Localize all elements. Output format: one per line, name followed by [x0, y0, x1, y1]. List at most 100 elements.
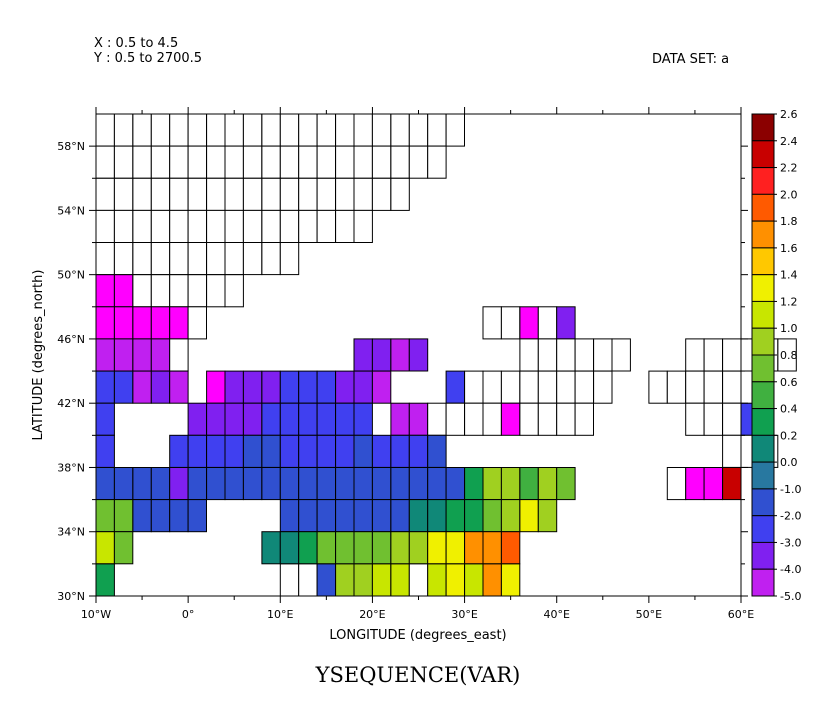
- colorbar-label: 2.0: [780, 188, 798, 201]
- colorbar-swatch: [751, 300, 775, 329]
- heatmap-cell: [390, 563, 410, 597]
- heatmap-cell: [427, 563, 447, 597]
- heatmap-cell: [371, 467, 392, 501]
- heatmap-cell: [427, 467, 447, 501]
- colorbar-label: 2.4: [780, 135, 798, 148]
- heatmap-cell: [242, 370, 263, 404]
- heatmap-cell: [169, 434, 189, 468]
- heatmap-cell: [113, 306, 134, 340]
- heatmap-cell: [464, 370, 484, 404]
- heatmap-cell: [408, 402, 429, 436]
- heatmap-cell: [298, 177, 318, 211]
- heatmap-cell: [95, 209, 115, 243]
- heatmap-cell: [206, 145, 226, 179]
- x-tick-label: 40°E: [543, 608, 569, 621]
- heatmap-cell: [537, 467, 558, 501]
- heatmap-cell: [206, 242, 226, 276]
- heatmap-cell: [427, 434, 447, 468]
- heatmap-cell: [95, 242, 115, 276]
- heatmap-cell: [298, 467, 318, 501]
- colorbar-label: 0.8: [780, 349, 798, 362]
- heatmap-cell: [316, 434, 337, 468]
- heatmap-cell: [150, 274, 171, 308]
- heatmap-cell: [666, 370, 687, 404]
- heatmap-cell: [113, 274, 134, 308]
- heatmap-cell: [242, 467, 263, 501]
- heatmap-cell: [279, 499, 300, 533]
- heatmap-cell: [703, 370, 723, 404]
- y-tick-label: 42°N: [57, 397, 85, 410]
- heatmap-cell: [132, 242, 152, 276]
- colorbar-swatch: [751, 193, 775, 222]
- colorbar-swatch: [751, 274, 775, 303]
- heatmap-cell: [519, 306, 539, 340]
- heatmap-cell: [224, 370, 244, 404]
- heatmap-cell: [132, 113, 152, 147]
- heatmap-cell: [169, 338, 189, 372]
- heatmap-cell: [279, 177, 300, 211]
- heatmap-cell: [537, 499, 558, 533]
- heatmap-cell: [500, 402, 521, 436]
- heatmap-cell: [574, 402, 594, 436]
- heatmap-cell: [408, 338, 429, 372]
- heatmap-cell: [150, 306, 171, 340]
- heatmap-cell: [482, 402, 502, 436]
- heatmap-cell: [113, 338, 134, 372]
- heatmap-cell: [298, 370, 318, 404]
- heatmap-cell: [95, 499, 115, 533]
- colorbar-swatch: [751, 488, 775, 517]
- heatmap-cell: [556, 402, 576, 436]
- heatmap-cell: [556, 467, 576, 501]
- heatmap-cell: [722, 402, 742, 436]
- heatmap-cell: [187, 434, 208, 468]
- heatmap-cell: [150, 145, 171, 179]
- heatmap-cell: [261, 467, 281, 501]
- heatmap-cell: [482, 370, 502, 404]
- heatmap-cell: [206, 434, 226, 468]
- heatmap-cell: [242, 113, 263, 147]
- heatmap-cell: [371, 434, 392, 468]
- heatmap-cell: [500, 499, 521, 533]
- heatmap-cell: [261, 531, 281, 565]
- heatmap-cell: [224, 274, 244, 308]
- heatmap-cell: [722, 434, 742, 468]
- heatmap-cell: [169, 209, 189, 243]
- heatmap-cell: [279, 467, 300, 501]
- heatmap-cell: [537, 306, 558, 340]
- heatmap-cell: [187, 467, 208, 501]
- heatmap-cell: [519, 402, 539, 436]
- heatmap-cell: [482, 531, 502, 565]
- heatmap-cell: [206, 370, 226, 404]
- heatmap-cell: [169, 306, 189, 340]
- colorbar-label: 1.0: [780, 322, 798, 335]
- heatmap-cell: [150, 209, 171, 243]
- heatmap-cell: [169, 370, 189, 404]
- heatmap-cell: [408, 467, 429, 501]
- heatmap-cell: [95, 467, 115, 501]
- heatmap-cell: [113, 177, 134, 211]
- heatmap-cell: [335, 402, 355, 436]
- heatmap-cell: [224, 467, 244, 501]
- heatmap-cell: [335, 145, 355, 179]
- heatmap-cell: [95, 306, 115, 340]
- heatmap-cell: [242, 145, 263, 179]
- heatmap-cell: [445, 402, 466, 436]
- heatmap-cell: [150, 338, 171, 372]
- heatmap-cell: [335, 499, 355, 533]
- heatmap-cell: [224, 402, 244, 436]
- heatmap-cell: [298, 434, 318, 468]
- heatmap-cell: [132, 338, 152, 372]
- heatmap-cell: [95, 370, 115, 404]
- heatmap-cell: [132, 177, 152, 211]
- colorbar-label: 2.2: [780, 162, 798, 175]
- heatmap-cell: [445, 531, 466, 565]
- heatmap-cell: [242, 402, 263, 436]
- chart-title: YSEQUENCE(VAR): [315, 663, 521, 687]
- heatmap-cell: [353, 531, 373, 565]
- heatmap-cell: [132, 370, 152, 404]
- heatmap-cell: [316, 563, 337, 597]
- heatmap-cell: [408, 531, 429, 565]
- heatmap-cell: [132, 467, 152, 501]
- heatmap-cell: [95, 145, 115, 179]
- heatmap-cell: [298, 145, 318, 179]
